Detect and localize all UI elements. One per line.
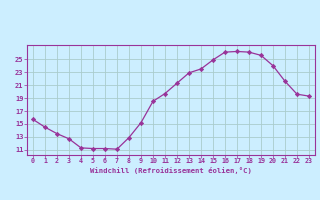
X-axis label: Windchill (Refroidissement éolien,°C): Windchill (Refroidissement éolien,°C) — [90, 167, 252, 174]
